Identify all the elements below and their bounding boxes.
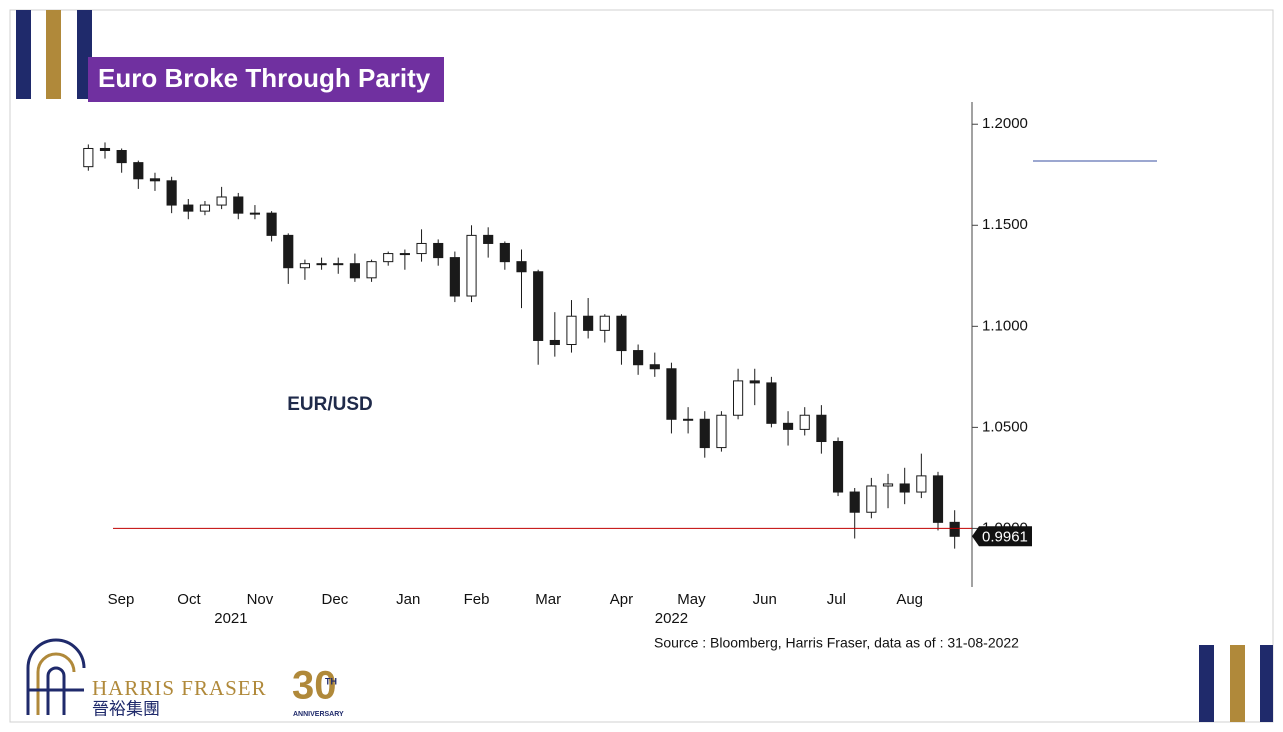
x-tick-label: Dec: [322, 591, 349, 608]
candle-body: [266, 212, 277, 236]
candle-body: [166, 180, 177, 206]
badge-number: 30: [292, 664, 337, 708]
candle-body: [499, 242, 510, 263]
x-tick-label: Jul: [827, 591, 846, 608]
candle-body: [199, 204, 211, 212]
logo: [26, 638, 86, 715]
brand-name: HARRIS FRASER: [92, 676, 267, 700]
x-tick-label: Nov: [247, 591, 274, 608]
candle-body: [116, 150, 127, 164]
candle-body: [782, 422, 794, 430]
x-tick-label: Mar: [535, 591, 561, 608]
x-tick-label: Aug: [896, 591, 923, 608]
candle-body: [766, 382, 777, 424]
candle-body: [316, 263, 327, 266]
logo-arc: [36, 652, 76, 715]
candle-body: [949, 521, 960, 537]
candle-body: [99, 147, 111, 152]
last-price-label: 0.9961: [982, 528, 1028, 545]
candle-body: [666, 368, 677, 420]
candle-body: [533, 271, 544, 341]
deco-bar: [1230, 645, 1245, 722]
candle-body: [683, 418, 694, 421]
plot: 1.20001.15001.10001.05001.0000SepOctNovD…: [83, 115, 1032, 627]
deco-bar: [1199, 645, 1214, 722]
badge-sup: TH: [325, 676, 337, 686]
y-tick-label: 1.0500: [982, 418, 1028, 435]
annotation: EUR/USD: [287, 394, 373, 415]
candle-body: [516, 261, 527, 273]
candle-body: [83, 147, 94, 168]
candle-body: [899, 483, 910, 493]
candle-body: [233, 196, 244, 214]
candle-body: [283, 234, 294, 269]
x-tick-label: Jan: [396, 591, 420, 608]
x-tick-label: Sep: [108, 591, 135, 608]
candle-body: [349, 263, 360, 279]
candle-body: [599, 315, 610, 331]
candle-body: [416, 242, 427, 255]
candle-body: [183, 204, 194, 212]
candle-body: [916, 475, 927, 493]
candle-body: [566, 315, 577, 346]
candle-body: [649, 364, 660, 370]
candle-body: [699, 418, 710, 449]
candle-body: [749, 380, 760, 384]
chart-title: Euro Broke Through Parity: [98, 63, 431, 93]
x-tick-label: Jun: [753, 591, 777, 608]
candle-body: [733, 380, 744, 416]
x-tick-label: Apr: [610, 591, 633, 608]
candle-body: [383, 253, 394, 263]
candle-body: [799, 414, 810, 430]
badge-text: ANNIVERSARY: [293, 711, 344, 718]
candle-body: [449, 257, 460, 297]
candle-body: [483, 234, 494, 244]
last-price-box: [972, 526, 1032, 547]
candle-body: [866, 485, 877, 513]
candle-body: [816, 414, 827, 443]
deco-bar: [1260, 645, 1273, 722]
candle-body: [882, 483, 894, 487]
title-box: [88, 57, 444, 102]
candle-body: [366, 261, 377, 279]
candle-body: [399, 253, 410, 256]
slide-border: [9, 9, 1274, 723]
x-tick-label: May: [677, 591, 706, 608]
candle-body: [549, 339, 560, 346]
logo-arc: [46, 666, 66, 715]
candle-body: [716, 414, 727, 449]
candle-body: [832, 441, 844, 493]
candle-body: [616, 315, 627, 352]
x-tick-label: Feb: [464, 591, 490, 608]
y-tick-label: 1.1000: [982, 317, 1028, 334]
candle-body: [466, 234, 477, 297]
deco-bar: [46, 10, 61, 99]
y-tick-label: 1.2000: [982, 115, 1028, 132]
logo-arc: [26, 638, 86, 715]
candle-body: [633, 350, 644, 366]
candle-body: [149, 178, 161, 182]
candle-body: [433, 242, 444, 259]
year-label: 2021: [214, 610, 247, 627]
candle-body: [216, 196, 227, 206]
candle-body: [932, 475, 944, 523]
x-tick-label: Oct: [177, 591, 201, 608]
y-tick-label: 1.1500: [982, 216, 1028, 233]
candle-body: [849, 491, 860, 513]
candle-body: [583, 315, 594, 331]
brand-chinese: 晉裕集團: [92, 699, 160, 718]
deco-bar: [16, 10, 31, 99]
candle-body: [299, 263, 310, 269]
candle-body: [133, 162, 144, 180]
year-label: 2022: [655, 610, 688, 627]
source: Source : Bloomberg, Harris Fraser, data …: [654, 635, 1019, 651]
candle-body: [249, 212, 261, 215]
candle-body: [333, 263, 344, 266]
